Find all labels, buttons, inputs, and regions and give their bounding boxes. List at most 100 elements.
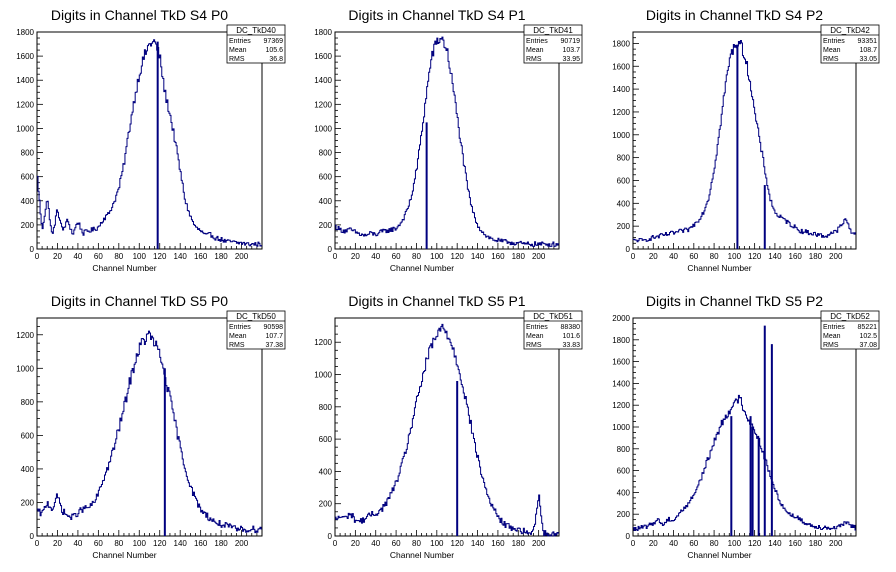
x-tick-label: 0 <box>35 252 40 261</box>
x-axis-label: Channel Number <box>390 550 454 560</box>
stats-label: RMS <box>823 56 839 63</box>
stats-value: 102.5 <box>859 333 877 340</box>
x-tick-label: 60 <box>689 539 698 548</box>
x-tick-label: 40 <box>371 252 380 261</box>
x-tick-label: 160 <box>194 252 208 261</box>
y-tick-label: 1600 <box>612 358 630 367</box>
stats-value: 88380 <box>561 324 581 331</box>
plot-frame <box>632 31 857 250</box>
x-tick-label: 80 <box>710 539 719 548</box>
x-tick-label: 60 <box>689 252 698 261</box>
x-tick-label: 80 <box>710 252 719 261</box>
y-tick-label: 1600 <box>16 52 34 61</box>
stats-label: RMS <box>823 342 839 349</box>
x-tick-label: 120 <box>748 252 762 261</box>
y-tick-label: 1800 <box>16 28 34 37</box>
y-tick-label: 800 <box>617 154 631 163</box>
chart-title: Digits in Channel TkD S4 P2 <box>646 7 823 23</box>
x-tick-label: 60 <box>392 252 401 261</box>
stats-value: 105.6 <box>265 47 283 54</box>
x-tick-label: 20 <box>53 252 62 261</box>
x-tick-label: 0 <box>333 539 338 548</box>
histogram-series <box>633 39 856 243</box>
stats-box: DC_TkD42 Entries 93351 Mean 108.7 RMS 33.05 <box>820 24 880 64</box>
x-tick-label: 120 <box>451 252 465 261</box>
y-tick-label: 200 <box>617 510 631 519</box>
stats-value: 107.7 <box>265 333 283 340</box>
x-tick-label: 160 <box>491 252 505 261</box>
chart-title: Digits in Channel TkD S5 P0 <box>51 293 228 309</box>
x-tick-label: 140 <box>174 539 188 548</box>
stats-name: DC_TkD40 <box>236 26 276 35</box>
stats-value: 90598 <box>264 324 284 331</box>
stats-box: DC_TkD51 Entries 88380 Mean 101.6 RMS 33.83 <box>523 310 583 350</box>
x-tick-label: 0 <box>631 252 636 261</box>
x-tick-label: 120 <box>153 252 167 261</box>
stats-label: Entries <box>526 324 548 331</box>
x-tick-label: 80 <box>412 252 421 261</box>
plot-frame <box>632 317 857 537</box>
y-tick-label: 400 <box>319 467 333 476</box>
y-tick-label: 1800 <box>314 28 332 37</box>
histogram-series <box>37 330 262 534</box>
stats-name: DC_TkD41 <box>533 26 573 35</box>
x-tick-label: 0 <box>333 252 338 261</box>
stats-box-frame <box>523 24 583 64</box>
y-tick-label: 400 <box>21 197 35 206</box>
x-axis-label: Channel Number <box>687 550 751 560</box>
stats-box-frame <box>820 24 880 64</box>
histogram-panel: Digits in Channel TkD S4 P1 0 20 40 60 80 100 1… <box>314 7 583 273</box>
stats-name: DC_TkD50 <box>236 312 276 321</box>
y-tick-label: 1200 <box>16 100 34 109</box>
x-axis-label: Channel Number <box>390 263 454 273</box>
x-tick-label: 100 <box>430 252 444 261</box>
x-tick-label: 100 <box>728 539 742 548</box>
x-tick-label: 180 <box>512 539 526 548</box>
x-tick-label: 60 <box>94 252 103 261</box>
y-tick-label: 200 <box>21 221 35 230</box>
stats-value: 37.08 <box>859 342 877 349</box>
x-tick-label: 40 <box>669 252 678 261</box>
stats-label: Entries <box>526 38 548 45</box>
stats-label: RMS <box>526 56 542 63</box>
y-tick-label: 400 <box>21 465 35 474</box>
x-tick-label: 180 <box>214 252 228 261</box>
stats-label: Mean <box>823 333 841 340</box>
x-axis-label: Channel Number <box>687 263 751 273</box>
stats-value: 33.95 <box>562 56 580 63</box>
x-tick-label: 140 <box>768 252 782 261</box>
y-tick-label: 1600 <box>612 62 630 71</box>
y-tick-label: 1800 <box>612 336 630 345</box>
y-tick-label: 2000 <box>612 314 630 323</box>
x-tick-label: 140 <box>471 252 485 261</box>
stats-box: DC_TkD50 Entries 90598 Mean 107.7 RMS 37.38 <box>226 310 286 350</box>
y-tick-label: 1200 <box>314 338 332 347</box>
stats-value: 37.38 <box>265 342 283 349</box>
y-tick-label: 1000 <box>314 371 332 380</box>
y-tick-label: 200 <box>21 498 35 507</box>
y-tick-label: 1000 <box>314 124 332 133</box>
y-tick-label: 1000 <box>612 423 630 432</box>
x-tick-label: 140 <box>768 539 782 548</box>
y-tick-label: 1400 <box>314 76 332 85</box>
y-tick-label: 1200 <box>16 331 34 340</box>
y-tick-label: 600 <box>319 173 333 182</box>
stats-box-frame <box>226 24 286 64</box>
y-tick-label: 1000 <box>16 364 34 373</box>
stats-label: Entries <box>229 38 251 45</box>
x-tick-label: 100 <box>430 539 444 548</box>
stats-value: 90719 <box>561 38 581 45</box>
histogram-series <box>335 36 559 247</box>
stats-label: Entries <box>823 38 845 45</box>
y-tick-label: 0 <box>328 245 333 254</box>
histogram-series <box>37 39 262 247</box>
x-tick-label: 100 <box>728 252 742 261</box>
x-tick-label: 140 <box>471 539 485 548</box>
stats-label: Mean <box>823 47 841 54</box>
stats-label: Mean <box>526 333 544 340</box>
y-tick-label: 1200 <box>612 108 630 117</box>
y-tick-label: 0 <box>626 532 631 541</box>
x-tick-label: 180 <box>809 252 823 261</box>
stats-label: RMS <box>526 342 542 349</box>
